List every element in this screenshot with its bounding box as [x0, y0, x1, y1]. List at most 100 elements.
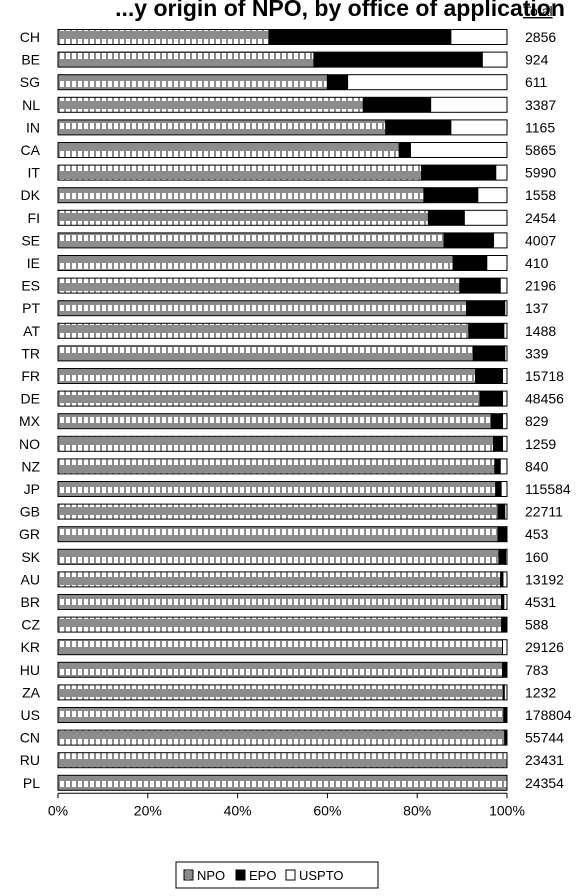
bar-segment-npo — [57, 232, 445, 249]
category-label: HU — [20, 662, 40, 678]
bar-row: CZ 588 — [21, 616, 549, 633]
x-tick-label: 60% — [313, 802, 341, 818]
bar-segment-npo — [57, 707, 505, 723]
bar-segment-uspto — [347, 74, 508, 91]
bar-segment-npo — [57, 164, 423, 181]
bar-segment-uspto — [499, 458, 508, 475]
bar-segment-epo — [362, 96, 432, 113]
bar-segment-epo — [443, 232, 495, 249]
category-label: FR — [21, 368, 40, 384]
category-label: TR — [21, 345, 40, 361]
bar-segment-epo — [427, 209, 465, 226]
bar-segment-epo — [495, 481, 502, 497]
bar-row: DK 1558 — [21, 187, 556, 204]
category-label: SG — [20, 74, 40, 90]
total-label: 4531 — [525, 594, 556, 610]
bar-segment-uspto — [502, 413, 508, 430]
bar-segment-uspto — [493, 232, 508, 249]
total-label: 4007 — [525, 232, 556, 248]
total-label: 1488 — [525, 323, 556, 339]
category-label: US — [21, 707, 40, 723]
legend-box — [175, 861, 379, 889]
total-label: 5990 — [525, 165, 556, 181]
bar-row: IE 410 — [27, 255, 549, 271]
bar-segment-npo — [57, 639, 504, 656]
total-label: 453 — [525, 526, 549, 542]
total-label: 1165 — [525, 119, 555, 135]
bar-segment-npo — [57, 277, 461, 294]
bar-segment-epo — [423, 187, 479, 204]
bar-segment-epo — [493, 435, 504, 452]
bar-segment-npo — [57, 29, 270, 45]
bar-row: CA 5865 — [21, 142, 556, 158]
bar-segment-npo — [57, 119, 387, 136]
chart-title: ...y origin of NPO, by office of applica… — [115, 0, 565, 21]
bar-segment-uspto — [505, 526, 508, 543]
total-label: 22711 — [525, 504, 563, 520]
bar-segment-epo — [498, 548, 507, 565]
category-label: AT — [23, 323, 40, 339]
x-tick-label: 0% — [48, 802, 68, 818]
x-tick-label: 100% — [489, 802, 525, 818]
bar-row: HU 783 — [20, 661, 549, 678]
bar-row: PL 24354 — [23, 774, 564, 791]
category-label: ES — [21, 278, 40, 294]
bar-segment-epo — [475, 368, 504, 384]
bar-segment-npo — [57, 209, 429, 226]
category-label: ZA — [22, 684, 41, 700]
bar-segment-npo — [57, 345, 474, 362]
bar-segment-npo — [57, 255, 454, 271]
category-label: IE — [27, 255, 40, 271]
x-tick-label: 80% — [403, 802, 431, 818]
bar-row: DE 48456 — [21, 390, 564, 407]
bar-row: TR 339 — [21, 345, 549, 362]
total-label: 410 — [525, 255, 549, 271]
bar-segment-npo — [57, 729, 506, 746]
total-label: 924 — [525, 52, 549, 68]
total-label: 137 — [525, 300, 549, 316]
bar-segment-npo — [57, 571, 502, 588]
bar-segment-epo — [479, 390, 504, 407]
bar-row: FR 15718 — [21, 368, 564, 384]
category-label: CA — [21, 142, 41, 158]
bar-segment-npo — [57, 548, 500, 565]
bar-row: JP 115584 — [24, 481, 571, 497]
bar-segment-epo — [268, 29, 452, 45]
bar-row: FI 2454 — [28, 209, 556, 226]
bar-segment-uspto — [430, 96, 508, 113]
bar-segment-npo — [57, 51, 315, 68]
bar-segment-npo — [57, 187, 425, 204]
bar-segment-epo — [421, 164, 497, 181]
bar-row: ZA 1232 — [22, 684, 556, 701]
bar-segment-epo — [385, 119, 452, 136]
bar-segment-npo — [57, 752, 508, 769]
bar-row: NZ 840 — [21, 458, 549, 475]
bar-row: MX 829 — [19, 413, 549, 430]
bar-row: CH 2856 — [20, 29, 556, 45]
bar-segment-epo — [468, 322, 505, 339]
bar-segment-uspto — [503, 684, 508, 701]
bar-segment-npo — [57, 503, 499, 520]
bar-row: SG 611 — [20, 74, 548, 91]
bar-segment-epo — [466, 300, 506, 317]
total-label: 5865 — [525, 142, 556, 158]
category-label: IT — [28, 165, 41, 181]
bar-segment-npo — [57, 526, 499, 543]
bar-segment-epo — [398, 142, 411, 158]
total-label: 15718 — [525, 368, 564, 384]
bar-segment-npo — [57, 684, 504, 701]
bar-row: GB 22711 — [20, 504, 563, 520]
bar-segment-uspto — [463, 209, 508, 226]
category-label: CH — [20, 29, 40, 45]
bar-segment-uspto — [499, 277, 508, 294]
bar-row: CN 55744 — [20, 729, 564, 746]
total-label: 3387 — [525, 97, 556, 113]
total-label: 2856 — [525, 29, 556, 45]
bar-segment-npo — [57, 96, 364, 113]
bar-segment-npo — [57, 142, 400, 158]
bar-segment-uspto — [495, 164, 508, 181]
bar-segment-npo — [57, 300, 468, 317]
bar-row: BR 4531 — [21, 594, 556, 610]
total-label: 1259 — [525, 436, 556, 452]
bar-segment-npo — [57, 616, 503, 633]
